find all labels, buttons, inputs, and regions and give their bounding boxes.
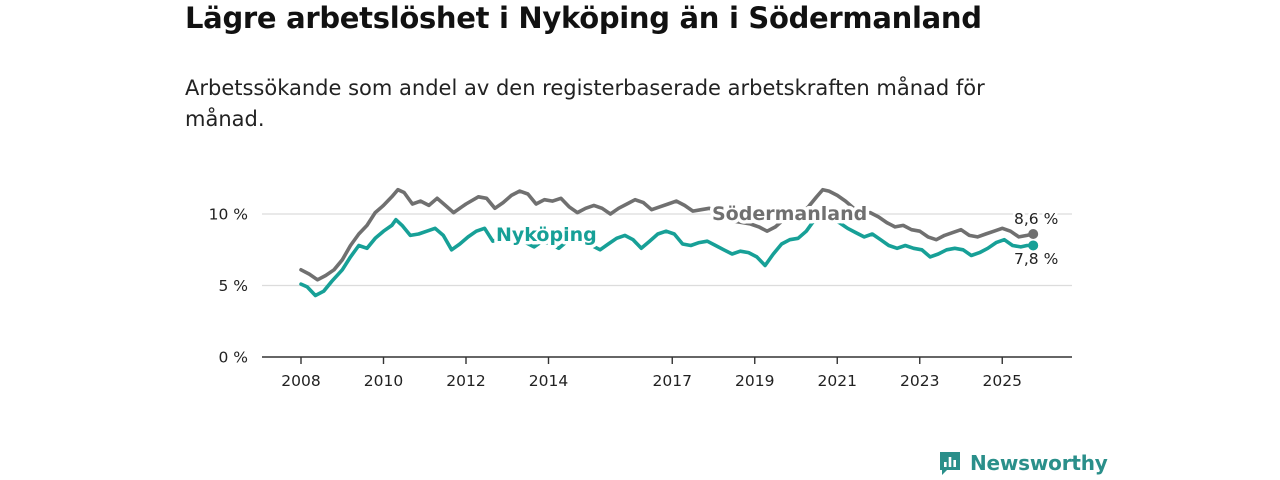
x-tick-label: 2010 bbox=[364, 372, 403, 390]
y-tick-label: 0 % bbox=[218, 349, 248, 367]
x-tick-label: 2012 bbox=[446, 372, 485, 390]
series-label-sodermanland-halo: Södermanland bbox=[712, 203, 867, 225]
y-tick-label: 10 % bbox=[209, 206, 248, 224]
x-tick-label: 2019 bbox=[735, 372, 774, 390]
axis-layer: 0 % 5 % 10 % 2008 2010 2012 2014 2017 2019 2021 20… bbox=[209, 206, 1072, 390]
line-chart: 0 % 5 % 10 % 2008 2010 2012 2014 2017 2019 2021 20… bbox=[209, 187, 1072, 390]
x-tick-label: 2023 bbox=[900, 372, 939, 390]
x-tick-label: 2017 bbox=[653, 372, 692, 390]
brand-logo[interactable]: Newsworthy bbox=[938, 446, 1108, 480]
end-label-nykoping-halo: 7,8 % bbox=[1014, 250, 1058, 268]
end-label-nykoping: 7,8 % bbox=[1014, 250, 1058, 268]
series-label-nykoping-halo: Nyköping bbox=[496, 224, 597, 246]
series-label-sodermanland: Södermanland bbox=[712, 203, 867, 225]
chart-title: Lägre arbetslöshet i Nyköping än i Söder… bbox=[185, 1, 982, 35]
series-label-nykoping: Nyköping bbox=[496, 224, 597, 246]
brand-name: Newsworthy bbox=[970, 451, 1108, 475]
x-tick-label: 2014 bbox=[529, 372, 568, 390]
label-layer: SödermanlandSödermanlandNyköpingNyköping… bbox=[493, 200, 1061, 271]
series-line-sodermanland bbox=[299, 187, 1035, 282]
end-label-sodermanland: 8,6 % bbox=[1014, 210, 1058, 228]
x-tick-label: 2008 bbox=[281, 372, 320, 390]
end-label-sodermanland-halo: 8,6 % bbox=[1014, 210, 1058, 228]
chart-subtitle: Arbetssökande som andel av den registerb… bbox=[185, 76, 985, 131]
end-point-nykoping bbox=[1028, 240, 1039, 251]
end-point-sodermanland bbox=[1028, 229, 1039, 240]
series-line-nykoping bbox=[299, 213, 1035, 298]
series-layer bbox=[299, 187, 1039, 298]
grid-layer bbox=[262, 213, 1072, 287]
x-tick-label: 2021 bbox=[818, 372, 857, 390]
newsworthy-icon bbox=[940, 452, 960, 475]
y-tick-label: 5 % bbox=[218, 277, 248, 295]
x-tick-label: 2025 bbox=[983, 372, 1022, 390]
